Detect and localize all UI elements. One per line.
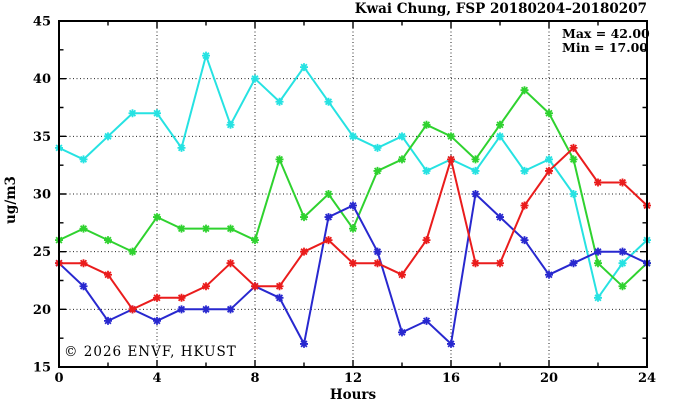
x-axis-label: Hours xyxy=(330,387,377,403)
x-tick-label: 4 xyxy=(152,371,161,386)
x-tick-label: 12 xyxy=(344,371,362,386)
x-tick-label: 8 xyxy=(250,371,259,386)
y-tick-label: 30 xyxy=(33,188,51,203)
series-blue-line xyxy=(58,191,648,347)
x-tick-label: 16 xyxy=(442,371,460,386)
axis-ticks xyxy=(58,20,648,368)
x-tick-label: 0 xyxy=(54,371,63,386)
series-blue xyxy=(55,190,651,348)
y-tick-label: 35 xyxy=(33,130,51,145)
y-axis-label: ug/m3 xyxy=(3,176,19,224)
annotation-max: Max = 42.00 xyxy=(562,26,650,41)
annotation-min: Min = 17.00 xyxy=(562,40,648,55)
y-tick-label: 45 xyxy=(33,15,51,30)
x-tick-label: 24 xyxy=(638,371,656,386)
x-tick-label: 20 xyxy=(540,371,558,386)
y-tick-label: 25 xyxy=(33,245,51,260)
y-tick-label: 20 xyxy=(33,303,51,318)
y-tick-label: 15 xyxy=(33,361,51,376)
tick-marks xyxy=(58,20,648,368)
axis-tick-labels: 0 4 8 12 16 20 24 15 20 25 30 35 40 45 xyxy=(33,15,656,387)
watermark: © 2026 ENVF, HKUST xyxy=(64,344,237,360)
gridlines xyxy=(59,21,647,367)
chart-title: Kwai Chung, FSP 20180204–20180207 xyxy=(355,1,647,17)
y-tick-label: 40 xyxy=(33,72,51,87)
